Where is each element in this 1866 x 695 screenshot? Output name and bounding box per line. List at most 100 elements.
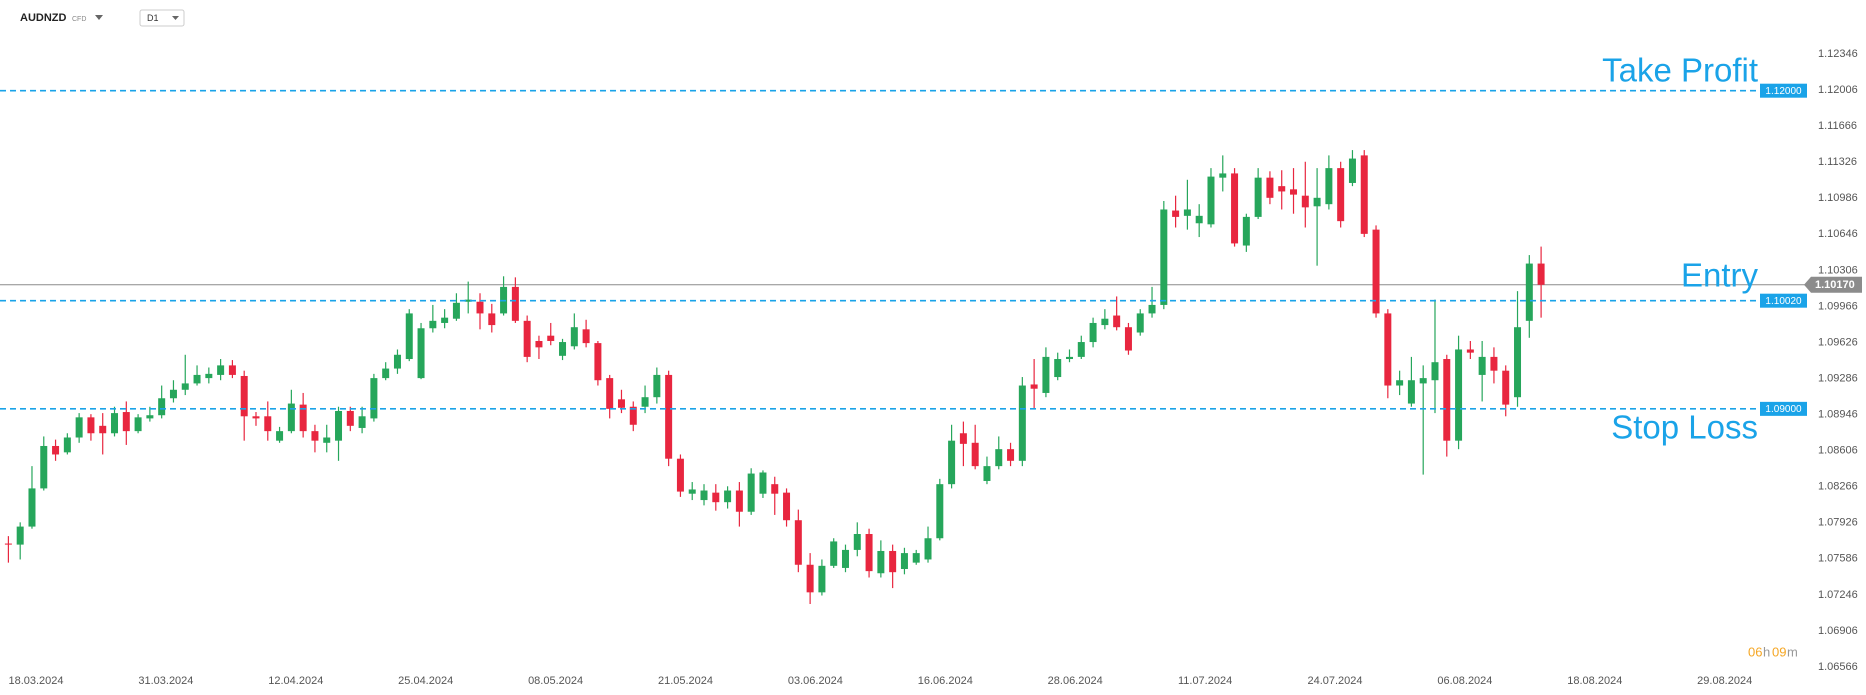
candle-body (75, 417, 83, 438)
y-tick-label: 1.06566 (1818, 661, 1858, 673)
x-tick-label: 21.05.2024 (658, 675, 713, 687)
level-name: Stop Loss (1611, 409, 1758, 446)
candle-body (1407, 380, 1415, 404)
candle-body (1089, 322, 1097, 343)
candle-body (818, 565, 826, 593)
y-tick-label: 1.10986 (1818, 192, 1858, 204)
candle-body (488, 313, 496, 326)
x-tick-label: 29.08.2024 (1697, 675, 1752, 687)
candle-body (1419, 378, 1427, 384)
candle-body (158, 398, 166, 416)
candle-body (382, 368, 390, 379)
y-tick-label: 1.06906 (1818, 625, 1858, 637)
candle-body (794, 520, 802, 565)
candle-body (323, 437, 331, 443)
y-tick-label: 1.11326 (1818, 156, 1857, 168)
x-tick-label: 24.07.2024 (1307, 675, 1362, 687)
x-tick-label: 08.05.2024 (528, 675, 583, 687)
candle-body (582, 329, 590, 344)
level-tag (1760, 293, 1807, 308)
candle-body (311, 431, 319, 441)
y-tick-label: 1.08606 (1818, 445, 1858, 457)
candle-body (629, 406, 637, 425)
candle-body (1066, 356, 1073, 360)
candle-body (547, 335, 555, 341)
candle-body (1219, 173, 1227, 178)
candle-body (1042, 356, 1050, 393)
candle-body (417, 328, 425, 379)
candle-body (889, 550, 897, 573)
candle-body (1290, 189, 1298, 195)
candle-body (617, 399, 625, 408)
candle-body (1266, 177, 1274, 198)
candle-body (99, 425, 107, 434)
candle-body (476, 301, 484, 314)
candle-body (912, 553, 920, 563)
symbol[interactable]: AUDNZD (20, 12, 66, 24)
candle-body (1007, 449, 1015, 461)
countdown-h: h (1763, 644, 1770, 659)
candle-body (429, 320, 437, 329)
x-tick-label: 25.04.2024 (398, 675, 453, 687)
candle-body (1525, 263, 1533, 321)
candle-body (853, 534, 861, 550)
y-tick-label: 1.08946 (1818, 408, 1858, 420)
candle-body (193, 374, 201, 384)
last-price-label: 1.10170 (1815, 279, 1855, 291)
candle-body (841, 549, 849, 568)
x-tick-label: 31.03.2024 (138, 675, 193, 687)
candle-body (1030, 384, 1038, 389)
candle-body (1018, 385, 1026, 461)
candle-body (735, 490, 743, 512)
symbol-dropdown[interactable] (95, 15, 103, 20)
candle-body (1313, 197, 1321, 207)
candle-body (747, 473, 755, 512)
candle-body (63, 437, 71, 453)
candle-body (936, 484, 944, 539)
candle-body (240, 375, 248, 417)
candle-body (87, 417, 95, 434)
candle-body (676, 458, 684, 492)
timeframe-dropdown (172, 16, 179, 20)
y-tick-label: 1.07586 (1818, 553, 1858, 565)
countdown-m: m (1787, 644, 1798, 659)
level-name: Take Profit (1602, 51, 1758, 88)
y-tick-label: 1.10646 (1818, 228, 1858, 240)
candle-body (287, 403, 295, 432)
candle-body (1490, 356, 1498, 371)
y-tick-label: 1.12346 (1818, 48, 1858, 60)
candle-body (995, 449, 1003, 467)
candle-body (771, 484, 779, 494)
candle-body (1502, 370, 1510, 405)
candle-body (759, 472, 767, 494)
candle-body (1514, 327, 1522, 398)
candle-body (1360, 155, 1368, 234)
candle-body (1207, 176, 1215, 225)
candle-body (134, 417, 142, 432)
candle-body (700, 490, 708, 501)
candle-body (641, 397, 649, 407)
timeframe-box[interactable] (139, 9, 185, 27)
candle-body (1172, 210, 1180, 217)
y-tick-label: 1.09966 (1818, 300, 1858, 312)
candle-body (335, 410, 343, 441)
x-tick-label: 28.06.2024 (1048, 675, 1103, 687)
candle-body (1183, 209, 1191, 216)
candle-body (1537, 263, 1545, 285)
candle-body (924, 538, 932, 560)
candle-body (1148, 304, 1156, 314)
candle-body (1054, 359, 1062, 378)
candle-body (806, 564, 814, 593)
candle-body (1396, 380, 1404, 386)
y-tick-label: 1.07926 (1818, 517, 1858, 529)
candle-body (228, 365, 236, 375)
candle-body (535, 340, 543, 348)
x-tick-label: 06.08.2024 (1437, 675, 1492, 687)
candle-body (1113, 315, 1121, 328)
candle-body (570, 327, 578, 347)
level-value-label: 1.12000 (1765, 86, 1802, 97)
x-tick-label: 12.04.2024 (268, 675, 323, 687)
candle-body (1455, 349, 1463, 441)
